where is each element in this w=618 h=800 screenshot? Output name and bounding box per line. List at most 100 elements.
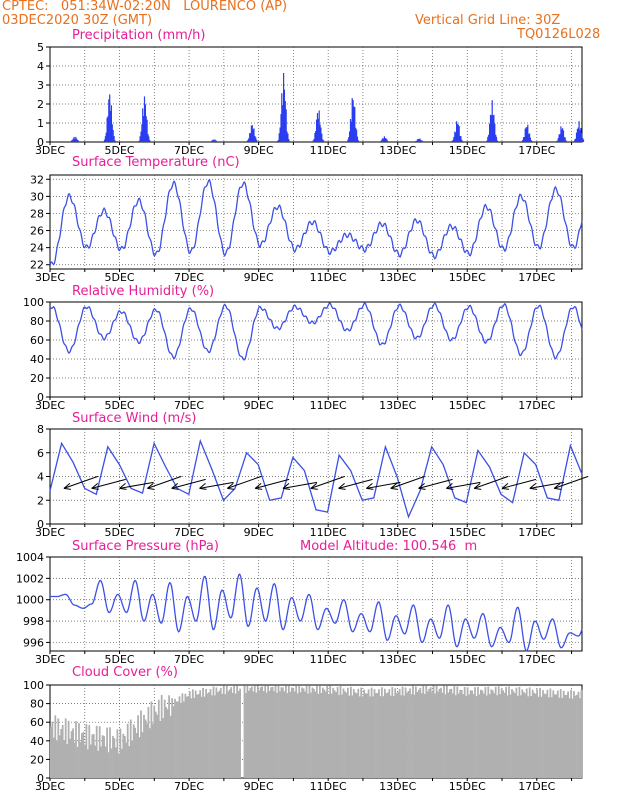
cloud-bar [456,686,459,778]
cloud-bar [431,692,434,778]
precip-bar [419,138,421,142]
wind-arrows [63,475,589,490]
wind-arrow-shaft [171,478,206,489]
cloud-bar [125,742,128,778]
precip-bar [582,138,584,142]
cloud-bar [50,726,52,778]
precip-bar [148,136,150,142]
cloud-bar [493,693,496,778]
cloud-bar [283,691,286,778]
y-tick-label: 40 [30,353,44,366]
cloud-bar [509,694,512,778]
cloud-bar [313,688,315,778]
y-tick-label: 8 [37,423,44,436]
precip-bar [140,131,142,142]
cloud-bar [162,718,165,778]
cloud-bar [394,688,397,778]
cloud-bar [466,687,469,778]
cloud-bar [483,693,485,778]
cloud-bar [440,687,442,778]
cloud-bar [508,686,510,778]
cloud-bar [426,691,429,778]
cloud-bar [556,690,559,778]
cloud-bar [143,714,145,778]
x-tick-label: 15DEC [449,144,486,157]
cloud-bar [154,711,157,778]
cloud-bar [540,696,543,778]
y-tick-label: 0 [37,772,44,785]
y-tick-label: 0 [37,391,44,404]
y-tick-label: 4 [37,60,44,73]
cloud-bar [401,686,404,778]
precip-bar [347,139,349,142]
x-tick-label: 3DEC [35,144,65,157]
cloud-bar [477,686,479,778]
cloud-bar [172,706,175,778]
cloud-bar [55,741,58,778]
precip-bar [357,140,359,142]
y-tick-label: 30 [30,190,44,203]
y-tick-label: 0 [37,136,44,149]
cloud-bar [119,728,122,778]
x-tick-label: 11DEC [310,653,347,666]
cloud-bar [81,733,83,778]
panel-frame-2 [49,301,583,398]
cloud-bar [51,721,54,778]
precip-bar [522,140,524,142]
cloud-bar [259,687,262,778]
cloud-bar [153,705,156,778]
cloud-bar [485,695,488,778]
cloud-bar [420,693,423,778]
cloud-bar [88,725,91,778]
cloud-bar [434,693,436,778]
cloud-bar [344,691,346,778]
cloud-bar [280,687,283,778]
x-tick-label: 15DEC [449,653,486,666]
cloud-bar [360,687,363,778]
cloud-bar [558,697,561,778]
precip-bar [351,98,353,142]
precip-bar [114,140,116,142]
x-tick-label: 9DEC [244,399,274,412]
cloud-bar [270,687,272,778]
cloud-bar [350,686,352,778]
precip-bar [75,136,77,142]
cloud-bar [339,686,342,778]
cloud-bar [531,689,534,778]
cloud-bar [104,746,107,778]
y-tick-label: 3 [37,79,44,92]
cloud-bar [276,692,278,778]
y-tick-label: 80 [30,315,44,328]
cloud-bar [354,692,357,778]
cloud-bar [395,693,398,778]
cloud-bar [511,689,513,778]
wind-arrow-head [501,482,510,490]
cloud-bar [375,693,377,778]
precip-bar [70,140,73,142]
precip-bar [525,127,527,142]
precip-bar [358,141,360,142]
cloud-bar [463,687,466,778]
cloud-bar [212,686,215,778]
wind-arrow-head [254,482,263,490]
precip-bar [452,139,454,142]
cloud-bar [376,693,379,778]
precip-bar [416,140,418,142]
cloud-bar [203,696,206,778]
cloud-bar [506,695,509,778]
wind-arrow-shaft [338,478,373,489]
cloud-bar [252,691,255,778]
precip-bar [76,138,78,142]
cloud-bar [183,701,185,778]
cloud-bar [60,729,63,778]
precip-bar [283,73,285,142]
precip-bar [381,139,383,142]
cloud-bar [237,691,240,778]
cloud-title: Cloud Cover (%) [72,665,178,680]
precip-bar [76,139,79,142]
precip-bar [555,141,558,142]
y-tick-label: 996 [23,636,44,649]
cloud-bar [103,736,105,778]
precip-bar [521,141,523,142]
cloud-bar [361,696,364,778]
